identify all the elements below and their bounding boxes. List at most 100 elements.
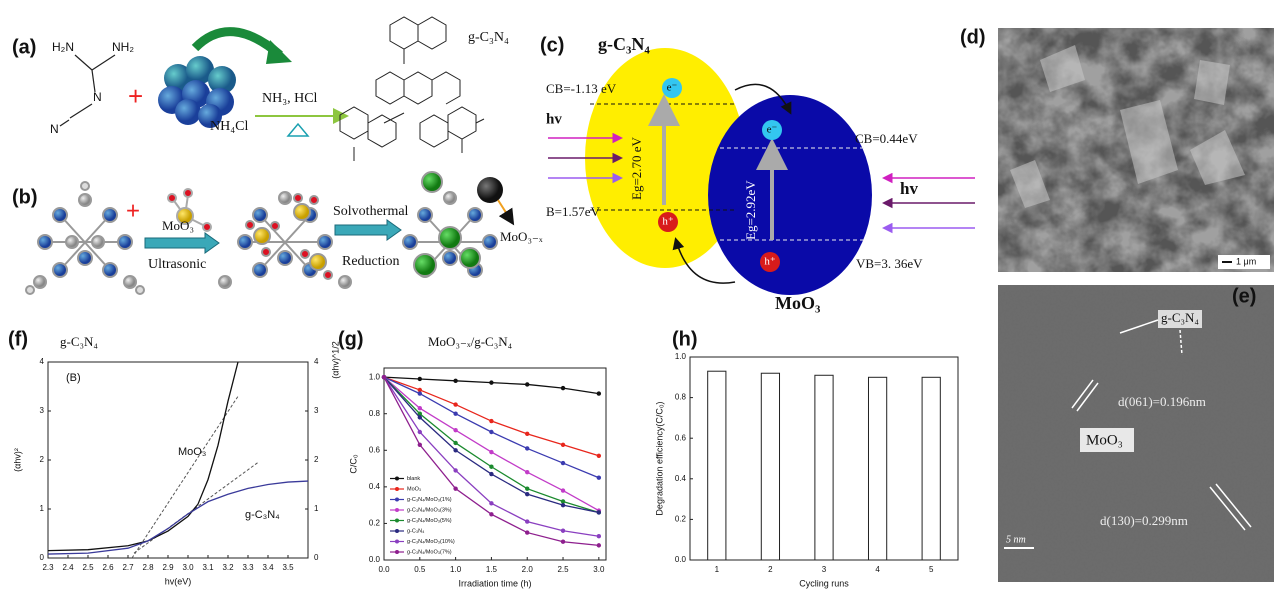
y-axis-label: Degradation efficiency(C/C₀): [654, 401, 664, 515]
data-point: [453, 441, 457, 445]
data-point: [453, 448, 457, 452]
data-point: [489, 512, 493, 516]
panel-a: (a) H₂N NH₂ N N + NH₄Cl NH₃, HCl g-C₃N₄: [12, 17, 509, 161]
x-tick-label: 2.8: [142, 563, 154, 572]
series-label: g-C₃N₄: [245, 509, 280, 521]
panel-label: (b): [12, 186, 38, 208]
legend-marker: [395, 550, 399, 554]
y-tick-label: 2: [40, 455, 45, 464]
y2-tick-label: 4: [314, 357, 319, 366]
panel-label: (c): [540, 34, 564, 56]
mixed-molecule: [219, 192, 351, 288]
legend-label: g-C₃N₄/MoO₃(5%): [407, 518, 452, 524]
data-point: [561, 488, 565, 492]
band-label: CB=0.44eV: [855, 131, 918, 146]
x-tick-label: 3: [822, 565, 827, 574]
data-point: [561, 461, 565, 465]
data-point: [489, 450, 493, 454]
data-point: [525, 382, 529, 386]
chart-title: g-C₃N₄: [60, 334, 98, 349]
y-tick-label: 1.0: [369, 372, 381, 381]
data-point: [489, 501, 493, 505]
atom-label: H₂N: [52, 40, 74, 54]
data-point: [561, 529, 565, 533]
panel-b: (b) + MoO₃ Ultrasonic Solvotherm: [12, 172, 543, 294]
bar: [868, 377, 886, 560]
x-tick-label: 2.3: [42, 563, 54, 572]
x-tick-label: 2.5: [557, 565, 569, 574]
y2-tick-label: 2: [314, 455, 319, 464]
x-tick-label: 3.0: [182, 563, 194, 572]
x-tick-label: 2.4: [62, 563, 74, 572]
electron-label: e⁻: [767, 124, 778, 136]
x-tick-label: 1.0: [450, 565, 462, 574]
material-label: MoO₃: [775, 293, 821, 313]
atom-label: NH₂: [112, 40, 134, 54]
scale-bar-label: 1 μm: [1236, 256, 1256, 266]
reagent-label: MoO₃: [162, 218, 194, 233]
data-point: [525, 446, 529, 450]
chart-title: MoO₃₋ₓ/g-C₃N₄: [428, 334, 513, 349]
spacing-label: d(130)=0.299nm: [1100, 513, 1188, 528]
data-point: [453, 468, 457, 472]
chart: (h)0.00.20.40.60.81.0Degradation efficie…: [654, 328, 958, 588]
series-line: [384, 377, 599, 393]
hole-label: h⁺: [764, 256, 776, 268]
legend-label: g-C₃N₄/MoO₃(3%): [407, 507, 452, 513]
series-label: MoO₃: [178, 446, 206, 458]
y-axis-label: C/C₀: [348, 454, 358, 473]
panel-d: (d) 1 μm: [960, 26, 1274, 272]
gap-label: Eg=2.92eV: [743, 180, 758, 240]
x-tick-label: 2.5: [82, 563, 94, 572]
y-tick-label: 0.0: [369, 555, 381, 564]
x-tick-label: 2.9: [162, 563, 174, 572]
hole-label: h⁺: [662, 216, 674, 228]
data-point: [382, 375, 386, 379]
panel-label: (e): [1232, 285, 1256, 307]
step-label: Reduction: [342, 254, 400, 269]
x-tick-label: 1: [715, 565, 720, 574]
x-tick-label: 3.3: [242, 563, 254, 572]
heat-symbol: [288, 124, 308, 136]
bar: [708, 371, 726, 560]
x-tick-label: 3.1: [202, 563, 214, 572]
data-point: [525, 519, 529, 523]
y-axis-label: (αhv)²: [12, 448, 22, 472]
y2-tick-label: 1: [314, 504, 319, 513]
data-point: [597, 534, 601, 538]
plot-frame: [48, 362, 308, 558]
data-point: [525, 486, 529, 490]
page: {"panels": { "a": {"label": "(a)", "reac…: [0, 0, 1274, 598]
x-tick-label: 3.2: [222, 563, 234, 572]
legend-label: g-C₃N₄: [407, 528, 425, 534]
data-point: [561, 503, 565, 507]
phase-label: MoO₃: [1086, 432, 1123, 448]
panel-label: (d): [960, 26, 986, 48]
product-molecule: [403, 172, 512, 277]
x-tick-label: 2.6: [102, 563, 114, 572]
panel-label: (h): [672, 328, 698, 350]
y-tick-label: 0.6: [369, 445, 381, 454]
bar: [922, 377, 940, 560]
data-point: [453, 402, 457, 406]
gap-label: Eg=2.70 eV: [629, 136, 644, 200]
ammonium-chloride-cluster: [158, 56, 236, 128]
x-tick-label: 3.0: [593, 565, 605, 574]
legend-marker: [395, 508, 399, 512]
legend-marker: [395, 519, 399, 523]
chart: (f)g-C₃N₄(B)0123401234(αhv)²(αhv)^1/2hv(…: [8, 328, 340, 586]
plus: +: [128, 81, 143, 111]
x-tick-label: 2: [768, 565, 773, 574]
y-tick-label: 1: [40, 504, 45, 513]
legend-label: g-C₃N₄/MoO₃(7%): [407, 549, 452, 555]
product-label: g-C₃N₄: [468, 30, 509, 45]
data-point: [489, 430, 493, 434]
x-axis-label: Cycling runs: [799, 578, 849, 588]
phase-label: g-C₃N₄: [1161, 310, 1199, 325]
data-point: [525, 432, 529, 436]
data-point: [561, 443, 565, 447]
process-arrow: [145, 233, 219, 253]
material-label: g-C₃N₄: [598, 34, 650, 54]
process-arrow: [335, 220, 401, 240]
chart: (g)MoO₃₋ₓ/g-C₃N₄0.00.20.40.60.81.0C/C₀Ir…: [338, 328, 606, 588]
